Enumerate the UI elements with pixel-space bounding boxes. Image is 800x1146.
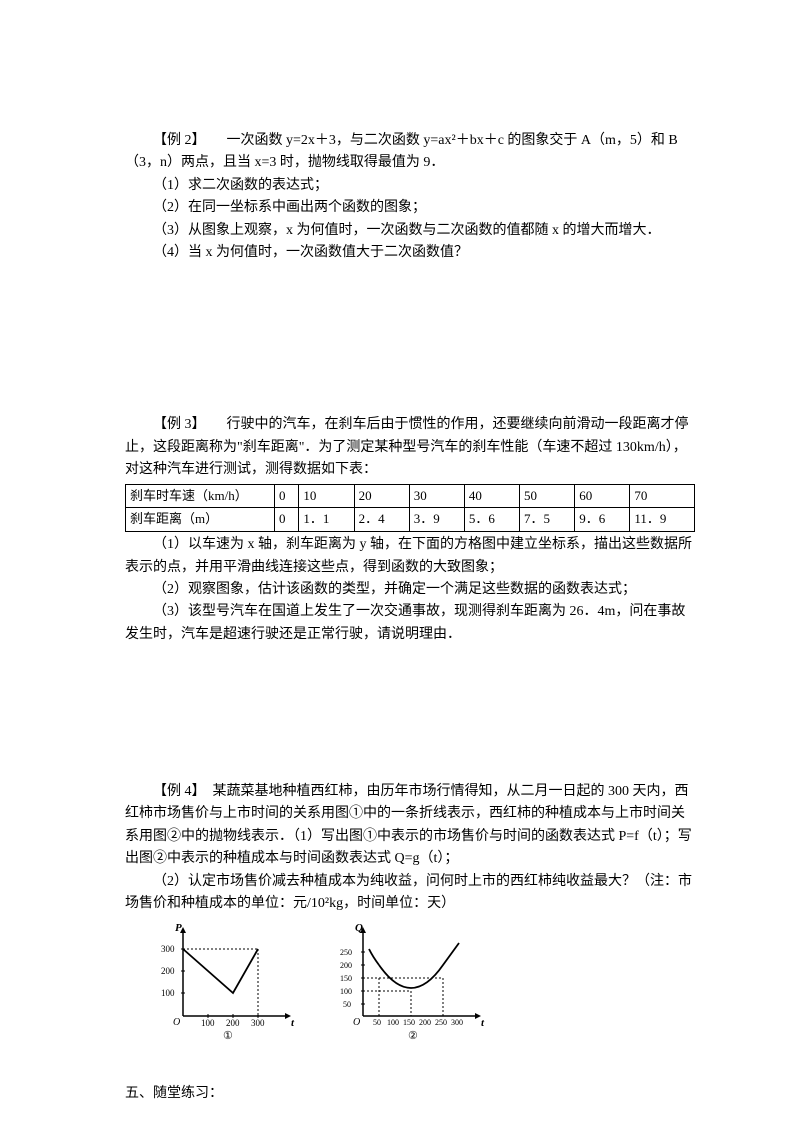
cell: 0 [275,508,299,532]
x-label: t [291,1017,295,1029]
ex4-title: 【例 4】 [153,784,199,799]
example-2: 【例 2】 一次函数 y=2x＋3，与二次函数 y=ax²＋bx＋c 的图象交于… [125,130,695,264]
caption: ① [223,1030,233,1042]
cell: 5．6 [464,508,519,532]
cell: 60 [575,484,630,508]
ex3-header: 【例 3】 行驶中的汽车，在刹车后由于惯性的作用，还要继续向前滑动一段距离才停止… [125,414,695,481]
xtick: 100 [201,1018,215,1028]
ex2-q3: （3）从图象上观察，x 为何值时，一次函数与二次函数的值都随 x 的增大而增大． [125,220,695,242]
cell: 11．9 [630,508,695,532]
y-label: Q [355,923,363,934]
xtick: 150 [403,1018,415,1027]
ytick: 200 [161,966,175,976]
ex4-header: 【例 4】 某蔬菜基地种植西红柿，由历年市场行情得知，从二月一日起的 300 天… [125,781,695,871]
ytick: 100 [161,988,175,998]
cell: 70 [630,484,695,508]
charts-row: 100 200 300 100 200 300 O P [125,923,695,1043]
row2-label: 刹车距离（m） [126,508,275,532]
ex3-title: 【例 3】 [153,417,199,432]
example-3: 【例 3】 行驶中的汽车，在刹车后由于惯性的作用，还要继续向前滑动一段距离才停止… [125,414,695,646]
ytick: 50 [343,1000,351,1009]
ytick: 100 [340,987,352,996]
cell: 20 [354,484,409,508]
ex4-body: 某蔬菜基地种植西红柿，由历年市场行情得知，从二月一日起的 300 天内，西红柿市… [125,784,692,866]
xtick: 250 [435,1018,447,1027]
x-label: t [481,1017,485,1029]
row1-label: 刹车时车速（km/h） [126,484,275,508]
caption: ② [408,1030,418,1042]
ex2-q4: （4）当 x 为何值时，一次函数值大于二次函数值？ [125,242,695,264]
ex4-q2: （2）认定市场售价减去种植成本为纯收益，问何时上市的西红柿纯收益最大？（注：市场… [125,871,695,916]
cell: 7．5 [520,508,575,532]
cell: 10 [299,484,354,508]
xtick: 200 [226,1018,240,1028]
ex3-q3: （3）该型号汽车在国道上发生了一次交通事故，现测得刹车距离为 26．4m，问在事… [125,601,695,646]
ex3-q1: （1）以车速为 x 轴，刹车距离为 y 轴，在下面的方格图中建立坐标系，描出这些… [125,534,695,579]
ytick: 300 [161,944,175,954]
ex2-q1: （1）求二次函数的表达式； [125,175,695,197]
cell: 3．9 [409,508,464,532]
ytick: 150 [340,974,352,983]
ex2-body: 一次函数 y=2x＋3，与二次函数 y=ax²＋bx＋c 的图象交于 A（m，5… [125,133,678,170]
xtick: 100 [387,1018,399,1027]
svg-text:O: O [173,1017,180,1028]
svg-text:O: O [353,1017,360,1028]
xtick: 50 [373,1018,381,1027]
chart-1: 100 200 300 100 200 300 O P [155,923,305,1043]
ex2-q2: （2）在同一坐标系中画出两个函数的图象； [125,197,695,219]
ytick: 250 [340,948,352,957]
cell: 30 [409,484,464,508]
xtick: 300 [251,1018,265,1028]
cell: 2．4 [354,508,409,532]
table-row: 刹车距离（m） 0 1．1 2．4 3．9 5．6 7．5 9．6 11．9 [126,508,695,532]
ex2-header: 【例 2】 一次函数 y=2x＋3，与二次函数 y=ax²＋bx＋c 的图象交于… [125,130,695,175]
table-row: 刹车时车速（km/h） 0 10 20 30 40 50 60 70 [126,484,695,508]
ex3-q2: （2）观察图象，估计该函数的类型，并确定一个满足这些数据的函数表达式； [125,579,695,601]
ex3-table: 刹车时车速（km/h） 0 10 20 30 40 50 60 70 刹车距离（… [125,484,695,533]
xtick: 300 [451,1018,463,1027]
xtick: 200 [419,1018,431,1027]
cell: 50 [520,484,575,508]
cell: 40 [464,484,519,508]
cell: 0 [275,484,299,508]
chart-2: 50 100 150 200 250 50 100 150 200 250 [335,923,495,1043]
ytick: 200 [340,961,352,970]
example-4: 【例 4】 某蔬菜基地种植西红柿，由历年市场行情得知，从二月一日起的 300 天… [125,781,695,1043]
ex2-title: 【例 2】 [153,133,199,148]
y-label: P [175,923,182,934]
cell: 1．1 [299,508,354,532]
ex3-body: 行驶中的汽车，在刹车后由于惯性的作用，还要继续向前滑动一段距离才停止，这段距离称… [125,417,689,477]
section-5: 五、随堂练习： [125,1083,695,1105]
cell: 9．6 [575,508,630,532]
